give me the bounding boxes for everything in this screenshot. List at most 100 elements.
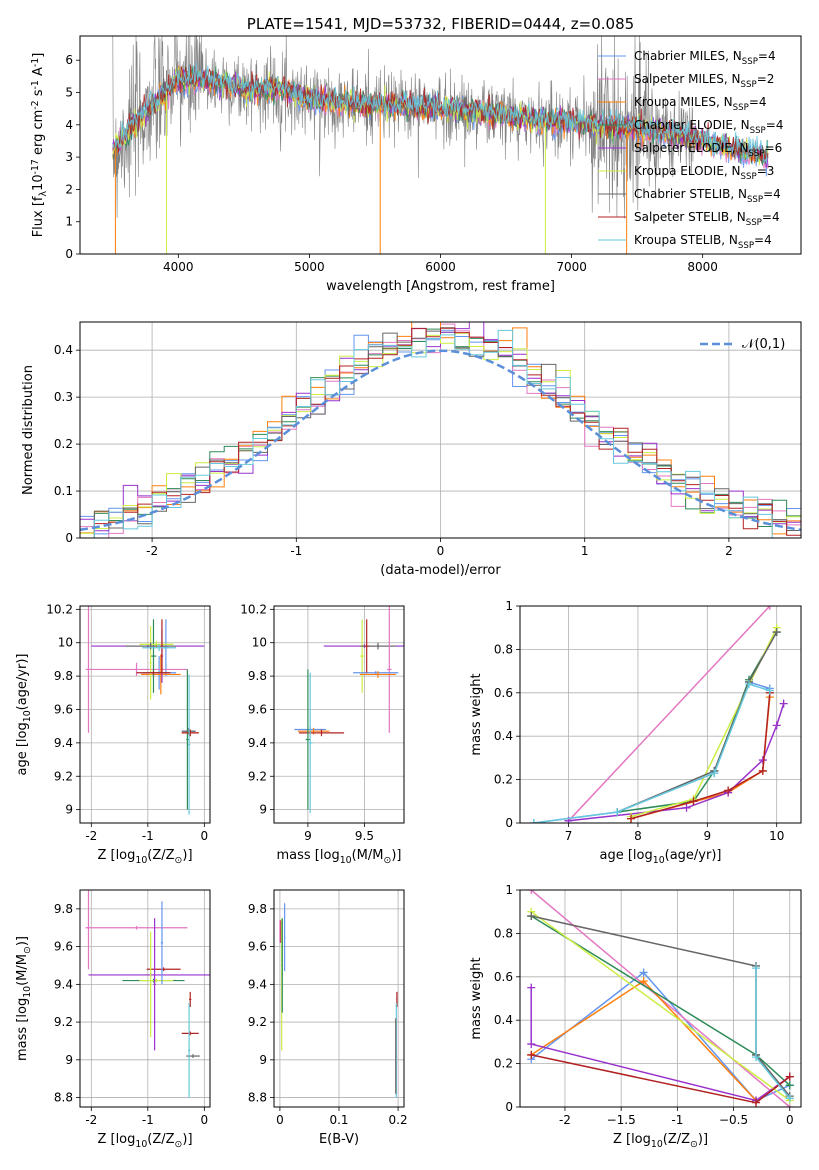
x-tick-label: -2 bbox=[85, 1113, 97, 1127]
axes-frame bbox=[79, 321, 802, 539]
x-tick-label: −1.5 bbox=[607, 1113, 636, 1127]
y-tick-label: 9 bbox=[259, 803, 267, 817]
x-tick-label: 0.2 bbox=[389, 1113, 408, 1127]
y-tick-label: 0 bbox=[505, 1100, 513, 1114]
mass-weight-marker bbox=[744, 680, 753, 689]
x-tick-label: 9 bbox=[304, 829, 312, 843]
legend-label: Chabrier STELIB, NSSP=4 bbox=[634, 187, 781, 205]
mass-weight-marker bbox=[613, 808, 622, 817]
mass-weight-marker bbox=[710, 769, 719, 778]
legend: 𝒩(0,1) bbox=[700, 337, 785, 352]
mass-weight-line bbox=[530, 915, 791, 1086]
mass-weight-marker bbox=[527, 1040, 536, 1049]
model-spectrum-line bbox=[112, 62, 769, 164]
x-tick-label: 6000 bbox=[425, 260, 456, 274]
y-tick-label: 9.4 bbox=[54, 977, 73, 991]
x-tick-label: -1 bbox=[671, 1113, 683, 1127]
mass-weight-marker bbox=[752, 1053, 761, 1062]
x-tick-label: -1 bbox=[142, 829, 154, 843]
mass-weight-line bbox=[616, 631, 778, 813]
mass-weight-marker bbox=[527, 890, 536, 894]
y-tick-label: 9.8 bbox=[248, 669, 267, 683]
y-tick-label: 10.2 bbox=[240, 602, 267, 616]
y-tick-label: 6 bbox=[65, 53, 73, 67]
y-tick-label: 9.4 bbox=[54, 736, 73, 750]
legend-label: Salpeter MILES, NSSP=2 bbox=[634, 72, 774, 90]
y-tick-label: 0.8 bbox=[494, 926, 513, 940]
x-axis-label: E(B-V) bbox=[319, 1132, 359, 1147]
axes-mass-ebv: 0 0.1 0.2 8.8 9 9.2 9.4 9.6 9.8 E(B-V) bbox=[248, 889, 408, 1147]
x-tick-label: 7 bbox=[565, 829, 573, 843]
y-tick-label: 8.8 bbox=[248, 1091, 267, 1105]
mass-weight-marker bbox=[758, 766, 767, 775]
mass-weight-marker bbox=[689, 797, 698, 806]
mass-weight-marker bbox=[779, 699, 788, 708]
y-tick-label: 0.6 bbox=[494, 970, 513, 984]
y-tick-label: 0.2 bbox=[54, 437, 73, 451]
x-tick-label: 9.5 bbox=[355, 829, 374, 843]
mass-weight-line bbox=[530, 987, 791, 1102]
axes-frame bbox=[79, 889, 211, 1108]
mass-weight-marker bbox=[785, 1081, 794, 1090]
y-tick-label: 4 bbox=[65, 118, 73, 132]
x-axis-label: Z [log10(Z/Z⊙)] bbox=[97, 1132, 192, 1150]
axes-frame bbox=[273, 889, 405, 1108]
mass-weight-line bbox=[568, 703, 785, 822]
mass-weight-line bbox=[530, 911, 791, 1102]
y-tick-label: 9 bbox=[65, 803, 73, 817]
plot-area bbox=[520, 890, 801, 1107]
plot-area bbox=[80, 606, 210, 823]
axes-frame bbox=[79, 605, 211, 824]
legend-label: Kroupa STELIB, NSSP=4 bbox=[634, 233, 772, 251]
mass-weight-line bbox=[630, 692, 771, 820]
x-tick-label: 0.1 bbox=[329, 1113, 348, 1127]
y-tick-label: 0.8 bbox=[494, 642, 513, 656]
axes-spectrum: 4000 5000 6000 7000 8000 0 1 2 3 4 5 6 wavelength [A… bbox=[30, 15, 802, 294]
y-tick-label: 9.2 bbox=[248, 1015, 267, 1029]
legend-label: Chabrier ELODIE, NSSP=4 bbox=[634, 118, 783, 136]
y-axis-label: mass weight bbox=[469, 673, 484, 755]
mass-weight-marker bbox=[639, 977, 648, 986]
y-tick-label: 9.6 bbox=[248, 940, 267, 954]
axes-mass-z: -2 -1 0 8.8 9 9.2 9.4 9.6 9.8 Z [log10(Z/Z⊙)] mass… bbox=[15, 889, 211, 1150]
mass-weight-marker bbox=[785, 1094, 794, 1103]
axes-age-z: -2 -1 0 9 9.2 9.4 9.6 9.8 10 10.2 Z [log10(Z/Z⊙)] a… bbox=[15, 602, 211, 866]
y-tick-label: 9.2 bbox=[54, 769, 73, 783]
normal-distribution-curve bbox=[80, 349, 801, 532]
x-tick-label: 2 bbox=[725, 544, 733, 558]
x-tick-label: -1 bbox=[290, 544, 302, 558]
y-tick-label: 0.2 bbox=[494, 1057, 513, 1071]
y-tick-label: 1 bbox=[65, 215, 73, 229]
x-tick-label: 9 bbox=[704, 829, 712, 843]
mass-weight-line bbox=[568, 606, 771, 822]
plot-area bbox=[274, 606, 404, 823]
x-tick-label: -2 bbox=[146, 544, 158, 558]
y-tick-label: 1 bbox=[505, 883, 513, 897]
x-tick-label: -2 bbox=[85, 829, 97, 843]
mass-weight-marker bbox=[765, 686, 774, 695]
y-axis-label: mass weight bbox=[469, 957, 484, 1039]
y-tick-label: 2 bbox=[65, 182, 73, 196]
y-tick-label: 10.2 bbox=[46, 602, 73, 616]
axes-frame bbox=[519, 889, 802, 1108]
y-tick-label: 0 bbox=[505, 816, 513, 830]
y-axis-label: mass [log10(M/M⊙)] bbox=[15, 936, 33, 1061]
axes-mw-age: 7 8 9 10 0 0.2 0.4 0.6 0.8 1 age [log10(age/yr)] ma… bbox=[469, 599, 802, 866]
mass-weight-marker bbox=[772, 628, 781, 637]
x-tick-label: 7000 bbox=[556, 260, 587, 274]
x-tick-label: 10 bbox=[769, 829, 784, 843]
y-tick-label: 9.6 bbox=[248, 702, 267, 716]
axes-age-mass: 9 9.5 9 9.2 9.4 9.6 9.8 10 10.2 mass [log10(M/M⊙)… bbox=[240, 602, 405, 866]
legend: Chabrier MILES, NSSP=4 Salpeter MILES, NS… bbox=[598, 49, 783, 251]
y-tick-label: 9.6 bbox=[54, 702, 73, 716]
y-tick-label: 10 bbox=[58, 636, 73, 650]
y-tick-label: 9.6 bbox=[54, 940, 73, 954]
y-tick-label: 9.2 bbox=[248, 769, 267, 783]
mass-weight-line bbox=[630, 697, 771, 820]
y-tick-label: 0.2 bbox=[494, 773, 513, 787]
x-axis-label: (data-model)/error bbox=[380, 563, 501, 578]
y-tick-label: 0.4 bbox=[494, 729, 513, 743]
mass-weight-marker bbox=[527, 1050, 536, 1059]
y-tick-label: 9 bbox=[259, 1053, 267, 1067]
